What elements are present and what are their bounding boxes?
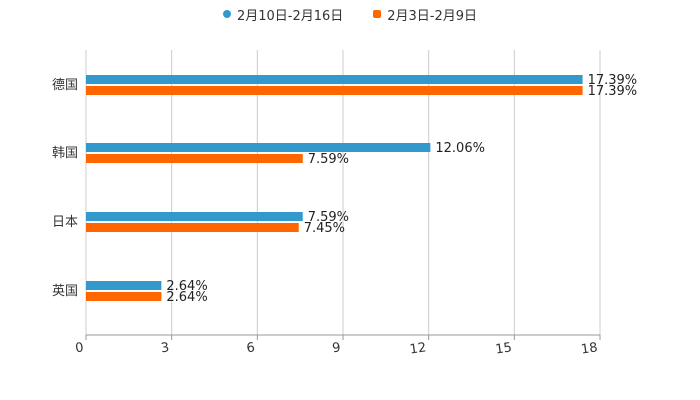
y-category-label: 英国: [52, 284, 78, 299]
legend-label: 2月10日-2月16日: [236, 8, 344, 24]
x-tick-label: 18: [580, 340, 598, 357]
bar: [86, 86, 583, 95]
chart-legend: 2月10日-2月16日 2月3日-2月9日: [0, 4, 700, 24]
bar: [86, 212, 303, 221]
legend-label: 2月3日-2月9日: [387, 8, 478, 24]
bar-value-label: 2.64%: [166, 290, 207, 305]
bar-value-label: 17.39%: [588, 84, 638, 99]
legend-circle-icon: [222, 10, 231, 18]
x-tick-label: 6: [246, 340, 256, 356]
bar-value-label: 7.59%: [308, 210, 349, 225]
bar: [86, 143, 431, 152]
bar: [86, 75, 583, 84]
bar: [86, 154, 303, 163]
legend-item-series-1[interactable]: 2月10日-2月16日: [222, 4, 344, 24]
bar: [86, 281, 162, 290]
bar-value-label: 7.45%: [304, 221, 345, 236]
bar-value-label: 2.64%: [166, 279, 207, 294]
bar-value-label: 12.06%: [435, 141, 485, 156]
x-tick-label: 15: [494, 340, 512, 357]
x-tick-label: 9: [331, 340, 341, 356]
y-category-label: 韩国: [52, 146, 78, 161]
y-category-label: 日本: [52, 215, 78, 230]
bar: [86, 292, 162, 301]
bar: [86, 223, 299, 232]
x-tick-label: 3: [160, 340, 170, 356]
legend-item-series-2[interactable]: 2月3日-2月9日: [373, 4, 477, 24]
bar-value-label: 7.59%: [308, 152, 349, 167]
bar-value-label: 17.39%: [588, 73, 638, 88]
legend-square-icon: [373, 10, 382, 18]
y-category-label: 德国: [52, 78, 78, 93]
x-tick-label: 0: [74, 340, 84, 356]
x-tick-label: 12: [409, 340, 427, 357]
